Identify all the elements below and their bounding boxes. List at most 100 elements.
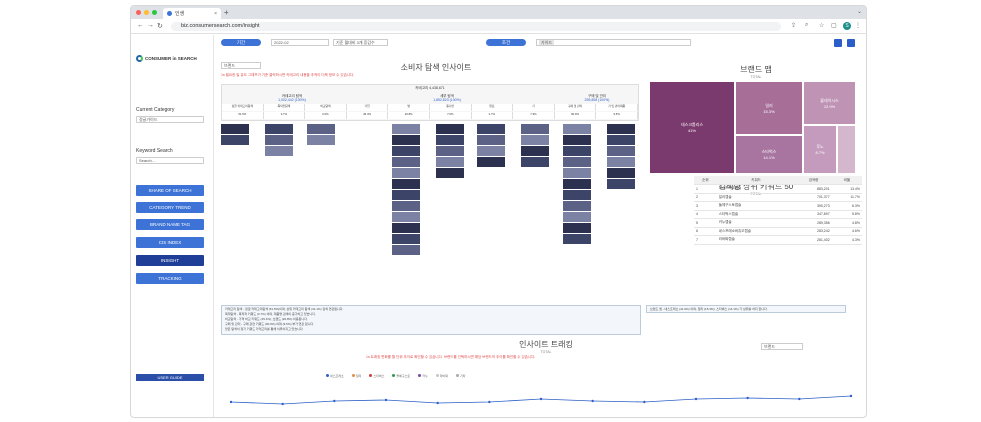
- path-box[interactable]: [563, 135, 591, 145]
- path-box[interactable]: [392, 245, 420, 255]
- menu-category-trend[interactable]: CATEGORY TREND: [136, 202, 204, 213]
- legend-item[interactable]: 돌체구스토: [392, 374, 410, 378]
- more-icon[interactable]: ⋮: [855, 23, 861, 29]
- table-row[interactable]: 4 스타벅스캡슐 347,897 5.8%: [694, 210, 862, 219]
- data-point[interactable]: [488, 400, 491, 404]
- browser-tab[interactable]: 인생 ×: [163, 8, 221, 19]
- url-field[interactable]: biz.consumersearch.com/insight: [171, 22, 781, 31]
- path-box[interactable]: [607, 168, 635, 178]
- data-point[interactable]: [591, 399, 594, 403]
- path-box[interactable]: [392, 190, 420, 200]
- path-box[interactable]: [392, 212, 420, 222]
- data-point[interactable]: [333, 399, 336, 403]
- path-box[interactable]: [563, 223, 591, 233]
- path-box[interactable]: [477, 135, 505, 145]
- treemap-cell[interactable]: 스타벅스 14.1%: [735, 135, 803, 174]
- path-box[interactable]: [563, 168, 591, 178]
- path-box[interactable]: [392, 146, 420, 156]
- menu-brand-name-tag[interactable]: BRAND NAME TAG: [136, 219, 204, 230]
- table-row[interactable]: 2 일리캡슐 701,377 11.7%: [694, 193, 862, 202]
- table-row[interactable]: 7 라바짜캡슐 261,402 4.3%: [694, 235, 862, 245]
- share-icon[interactable]: ⇪: [791, 23, 797, 29]
- reload-icon[interactable]: ↻: [157, 23, 163, 30]
- path-box[interactable]: [607, 135, 635, 145]
- period-select[interactable]: 2022-02: [271, 39, 329, 46]
- menu-insight[interactable]: INSIGHT: [136, 255, 204, 266]
- menu-share-of-search[interactable]: SHARE OF SEARCH: [136, 185, 204, 196]
- path-box[interactable]: [392, 179, 420, 189]
- data-point[interactable]: [384, 398, 388, 402]
- path-box[interactable]: [563, 146, 591, 156]
- maximize-button[interactable]: [152, 10, 157, 15]
- legend-item[interactable]: 스타벅스: [369, 374, 384, 378]
- path-box[interactable]: [392, 201, 420, 211]
- condition-chip[interactable]: 가이드: [539, 40, 555, 45]
- tracking-brand-select[interactable]: 브랜드: [761, 343, 803, 350]
- data-point[interactable]: [643, 400, 646, 404]
- path-box[interactable]: [477, 157, 505, 167]
- treemap-cell[interactable]: 데스크톱리스 41%: [649, 81, 735, 174]
- data-point[interactable]: [281, 402, 284, 406]
- brand-select[interactable]: 브랜드: [221, 62, 261, 69]
- table-row[interactable]: 3 돌체구스토캡슐 390,273 6.3%: [694, 201, 862, 211]
- path-box[interactable]: [392, 168, 420, 178]
- path-box[interactable]: [221, 124, 249, 134]
- path-box[interactable]: [563, 190, 591, 200]
- legend-item[interactable]: 일리: [351, 374, 361, 378]
- menu-cis-index[interactable]: CIS INDEX: [136, 237, 204, 248]
- minimize-button[interactable]: [144, 10, 149, 15]
- treemap-cell[interactable]: 루노 8.7%: [803, 125, 837, 174]
- path-box[interactable]: [392, 157, 420, 167]
- path-box[interactable]: [607, 124, 635, 134]
- path-box[interactable]: [436, 146, 464, 156]
- compare-select[interactable]: 기준 월대비 3개 증감수: [333, 39, 388, 46]
- data-point[interactable]: [746, 396, 749, 400]
- export-icon[interactable]: [847, 39, 855, 47]
- menu-tracking[interactable]: TRACKING: [136, 273, 204, 284]
- legend-item[interactable]: 카누: [418, 374, 428, 378]
- extensions-icon[interactable]: ▢: [831, 23, 837, 29]
- path-box[interactable]: [521, 135, 549, 145]
- path-box[interactable]: [436, 157, 464, 167]
- zoom-icon[interactable]: ⌕: [805, 22, 809, 28]
- legend-item[interactable]: 네스프레소: [326, 374, 344, 378]
- window-controls-icon[interactable]: ⌄: [856, 9, 862, 15]
- path-box[interactable]: [221, 135, 249, 145]
- path-box[interactable]: [563, 157, 591, 167]
- treemap-cell[interactable]: 블레이시스 12.9%: [803, 81, 856, 125]
- new-tab-icon[interactable]: +: [224, 8, 229, 17]
- treemap-cell[interactable]: [837, 125, 856, 174]
- data-point[interactable]: [436, 401, 439, 405]
- path-box[interactable]: [265, 146, 293, 156]
- path-box[interactable]: [307, 124, 335, 134]
- path-box[interactable]: [563, 212, 591, 222]
- path-box[interactable]: [607, 179, 635, 189]
- path-box[interactable]: [392, 234, 420, 244]
- profile-avatar[interactable]: S: [843, 22, 851, 30]
- path-box[interactable]: [521, 146, 549, 156]
- download-icon[interactable]: [834, 39, 842, 47]
- legend-item[interactable]: 라바짜: [435, 374, 448, 378]
- close-window-button[interactable]: [136, 10, 141, 15]
- path-box[interactable]: [436, 168, 464, 178]
- path-box[interactable]: [563, 234, 591, 244]
- close-tab-icon[interactable]: ×: [214, 10, 217, 17]
- path-box[interactable]: [563, 201, 591, 211]
- path-box[interactable]: [563, 179, 591, 189]
- path-box[interactable]: [265, 135, 293, 145]
- table-row[interactable]: 1 네스프레소캡슐 883,201 13.4%: [694, 184, 862, 194]
- data-point[interactable]: [849, 394, 853, 398]
- path-box[interactable]: [392, 135, 420, 145]
- path-box[interactable]: [392, 223, 420, 233]
- data-point[interactable]: [539, 397, 543, 401]
- data-point[interactable]: [798, 397, 801, 401]
- data-point[interactable]: [694, 397, 698, 401]
- path-box[interactable]: [436, 135, 464, 145]
- treemap-cell[interactable]: 일리 15.3%: [735, 81, 803, 135]
- forward-icon[interactable]: →: [147, 22, 154, 29]
- path-box[interactable]: [607, 157, 635, 167]
- back-icon[interactable]: ←: [137, 22, 144, 29]
- path-box[interactable]: [477, 124, 505, 134]
- data-point[interactable]: [229, 400, 233, 404]
- path-box[interactable]: [307, 135, 335, 145]
